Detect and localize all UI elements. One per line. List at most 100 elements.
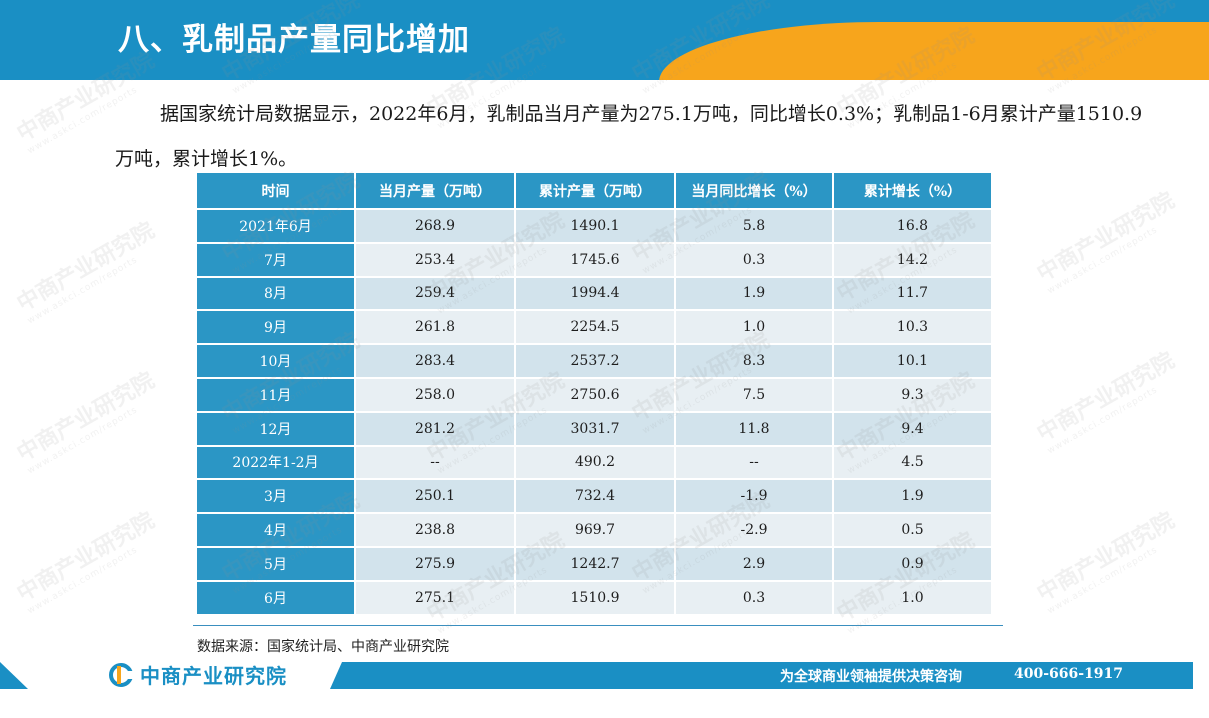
cell-cumulative-output: 2254.5 <box>515 310 676 346</box>
data-source-note: 数据来源：国家统计局、中商产业研究院 <box>197 639 449 655</box>
cell-cumulative-output: 1490.1 <box>515 209 676 244</box>
table-row: 2021年6月 268.9 1490.1 5.8 16.8 <box>197 209 993 244</box>
cell-monthly-yoy: 2.9 <box>675 546 834 582</box>
table-row: 10月 283.4 2537.2 8.3 10.1 <box>197 344 993 379</box>
cell-monthly-output: 275.9 <box>355 546 516 582</box>
cell-monthly-yoy: 1.9 <box>675 276 834 312</box>
col-header-cumulative-output: 累计产量（万吨） <box>515 173 676 210</box>
watermark-url: www.askci.com/reports <box>26 405 140 477</box>
watermark-text: 中商产业研究院 <box>1033 188 1179 287</box>
cell-monthly-output: 250.1 <box>355 479 516 515</box>
header-banner: 八、乳制品产量同比增加 <box>0 0 1209 80</box>
cell-cumulative-output: 2750.6 <box>515 377 676 413</box>
cell-monthly-output: 261.8 <box>355 310 516 346</box>
production-table: 时间 当月产量（万吨） 累计产量（万吨） 当月同比增长（%） 累计增长（%） 2… <box>197 173 993 616</box>
footer-logo: 中商产业研究院 <box>108 660 287 689</box>
cell-time: 4月 <box>197 513 356 548</box>
cell-monthly-output: 259.4 <box>355 276 516 312</box>
col-header-monthly-output: 当月产量（万吨） <box>355 173 516 210</box>
cell-cumulative-growth: 1.0 <box>833 580 993 616</box>
footer-logo-text: 中商产业研究院 <box>140 664 287 688</box>
cell-time: 9月 <box>197 310 356 346</box>
watermark-text: 中商产业研究院 <box>1033 508 1179 607</box>
cell-cumulative-growth: 0.5 <box>833 513 993 548</box>
table-row: 3月 250.1 732.4 -1.9 1.9 <box>197 479 993 515</box>
watermark-text: 中商产业研究院 <box>1033 348 1179 447</box>
cell-cumulative-growth: 16.8 <box>833 209 993 244</box>
footer-left-accent <box>0 662 28 689</box>
cell-cumulative-output: 1242.7 <box>515 546 676 582</box>
company-logo-icon <box>109 662 134 687</box>
cell-monthly-yoy: 8.3 <box>675 344 834 379</box>
divider <box>193 625 1003 626</box>
cell-cumulative-growth: 10.1 <box>833 344 993 379</box>
cell-monthly-output: 268.9 <box>355 209 516 244</box>
cell-monthly-yoy: -2.9 <box>675 513 834 548</box>
footer-bar <box>330 662 1193 689</box>
watermark-url: www.askci.com/reports <box>1046 385 1160 457</box>
watermark-text: 中商产业研究院 <box>13 218 159 317</box>
cell-monthly-yoy: 5.8 <box>675 209 834 244</box>
table-row: 9月 261.8 2254.5 1.0 10.3 <box>197 310 993 346</box>
table-row: 11月 258.0 2750.6 7.5 9.3 <box>197 377 993 413</box>
col-header-monthly-yoy: 当月同比增长（%） <box>675 173 834 210</box>
table-body: 2021年6月 268.9 1490.1 5.8 16.8 7月 253.4 1745.6 0.… <box>197 209 993 616</box>
cell-cumulative-output: 969.7 <box>515 513 676 548</box>
cell-cumulative-output: 732.4 <box>515 479 676 515</box>
cell-monthly-yoy: 1.0 <box>675 310 834 346</box>
table-row: 8月 259.4 1994.4 1.9 11.7 <box>197 276 993 312</box>
cell-cumulative-output: 1994.4 <box>515 276 676 312</box>
cell-cumulative-growth: 11.7 <box>833 276 993 312</box>
cell-time: 2021年6月 <box>197 209 356 244</box>
watermark-url: www.askci.com/reports <box>26 545 140 617</box>
cell-monthly-output: 253.4 <box>355 242 516 278</box>
cell-monthly-output: 238.8 <box>355 513 516 548</box>
table-row: 4月 238.8 969.7 -2.9 0.5 <box>197 513 993 548</box>
cell-monthly-yoy: 0.3 <box>675 580 834 616</box>
cell-time: 7月 <box>197 242 356 278</box>
cell-monthly-yoy: 7.5 <box>675 377 834 413</box>
table-row: 2022年1-2月 -- 490.2 -- 4.5 <box>197 445 993 481</box>
cell-monthly-yoy: 0.3 <box>675 242 834 278</box>
col-header-time: 时间 <box>197 173 356 210</box>
cell-cumulative-growth: 4.5 <box>833 445 993 481</box>
cell-time: 5月 <box>197 546 356 582</box>
intro-paragraph: 据国家统计局数据显示，2022年6月，乳制品当月产量为275.1万吨，同比增长0… <box>115 103 1143 170</box>
cell-time: 2022年1-2月 <box>197 445 356 481</box>
table-header-row: 时间 当月产量（万吨） 累计产量（万吨） 当月同比增长（%） 累计增长（%） <box>197 173 993 210</box>
watermark-text: 中商产业研究院 <box>13 508 159 607</box>
cell-cumulative-growth: 0.9 <box>833 546 993 582</box>
cell-cumulative-growth: 1.9 <box>833 479 993 515</box>
watermark-url: www.askci.com/reports <box>1046 225 1160 297</box>
footer-slogan: 为全球商业领袖提供决策咨询 <box>780 669 962 685</box>
cell-monthly-output: 283.4 <box>355 344 516 379</box>
page-title: 八、乳制品产量同比增加 <box>118 22 470 58</box>
cell-cumulative-growth: 9.4 <box>833 411 993 447</box>
header-orange-accent <box>659 22 1209 80</box>
cell-monthly-output: 275.1 <box>355 580 516 616</box>
cell-monthly-output: 258.0 <box>355 377 516 413</box>
table-row: 12月 281.2 3031.7 11.8 9.4 <box>197 411 993 447</box>
cell-monthly-yoy: 11.8 <box>675 411 834 447</box>
cell-time: 3月 <box>197 479 356 515</box>
cell-time: 8月 <box>197 276 356 312</box>
cell-monthly-yoy: -1.9 <box>675 479 834 515</box>
cell-cumulative-growth: 14.2 <box>833 242 993 278</box>
cell-monthly-output: 281.2 <box>355 411 516 447</box>
cell-cumulative-growth: 9.3 <box>833 377 993 413</box>
cell-cumulative-output: 1745.6 <box>515 242 676 278</box>
watermark-url: www.askci.com/reports <box>26 255 140 327</box>
table-row: 5月 275.9 1242.7 2.9 0.9 <box>197 546 993 582</box>
cell-cumulative-output: 1510.9 <box>515 580 676 616</box>
cell-time: 10月 <box>197 344 356 379</box>
cell-cumulative-growth: 10.3 <box>833 310 993 346</box>
watermark-url: www.askci.com/reports <box>1046 545 1160 617</box>
cell-time: 11月 <box>197 377 356 413</box>
col-header-cumulative-growth: 累计增长（%） <box>833 173 993 210</box>
